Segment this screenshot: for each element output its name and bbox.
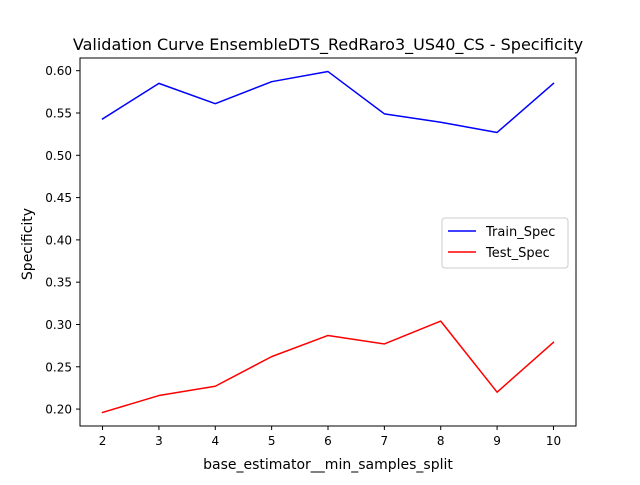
legend: Train_Spec Test_Spec (442, 218, 568, 268)
y-tick-label: 0.60 (45, 64, 72, 78)
x-axis-label: base_estimator__min_samples_split (203, 457, 453, 473)
y-tick-label: 0.40 (45, 233, 72, 247)
y-tick-label: 0.45 (45, 191, 72, 205)
legend-label-1: Test_Spec (485, 246, 550, 261)
x-tick-label: 5 (268, 434, 276, 448)
y-tick-label: 0.25 (45, 360, 72, 374)
series-line-1 (103, 321, 554, 412)
x-tick-label: 4 (211, 434, 219, 448)
x-tick-label: 6 (324, 434, 332, 448)
y-tick-label: 0.35 (45, 276, 72, 290)
y-tick-label: 0.50 (45, 149, 72, 163)
x-tick-label: 2 (99, 434, 107, 448)
x-tick-label: 9 (493, 434, 501, 448)
y-tick-label: 0.55 (45, 106, 72, 120)
legend-label-0: Train_Spec (485, 225, 555, 240)
x-tick-label: 8 (437, 434, 445, 448)
chart-title: Validation Curve EnsembleDTS_RedRaro3_US… (73, 35, 583, 55)
y-tick-label: 0.30 (45, 318, 72, 332)
series-line-0 (103, 72, 554, 133)
x-tick-label: 10 (546, 434, 561, 448)
y-tick-label: 0.20 (45, 403, 72, 417)
y-axis-label: Specificity (20, 208, 36, 280)
x-tick-label: 7 (381, 434, 389, 448)
x-tick-label: 3 (155, 434, 163, 448)
